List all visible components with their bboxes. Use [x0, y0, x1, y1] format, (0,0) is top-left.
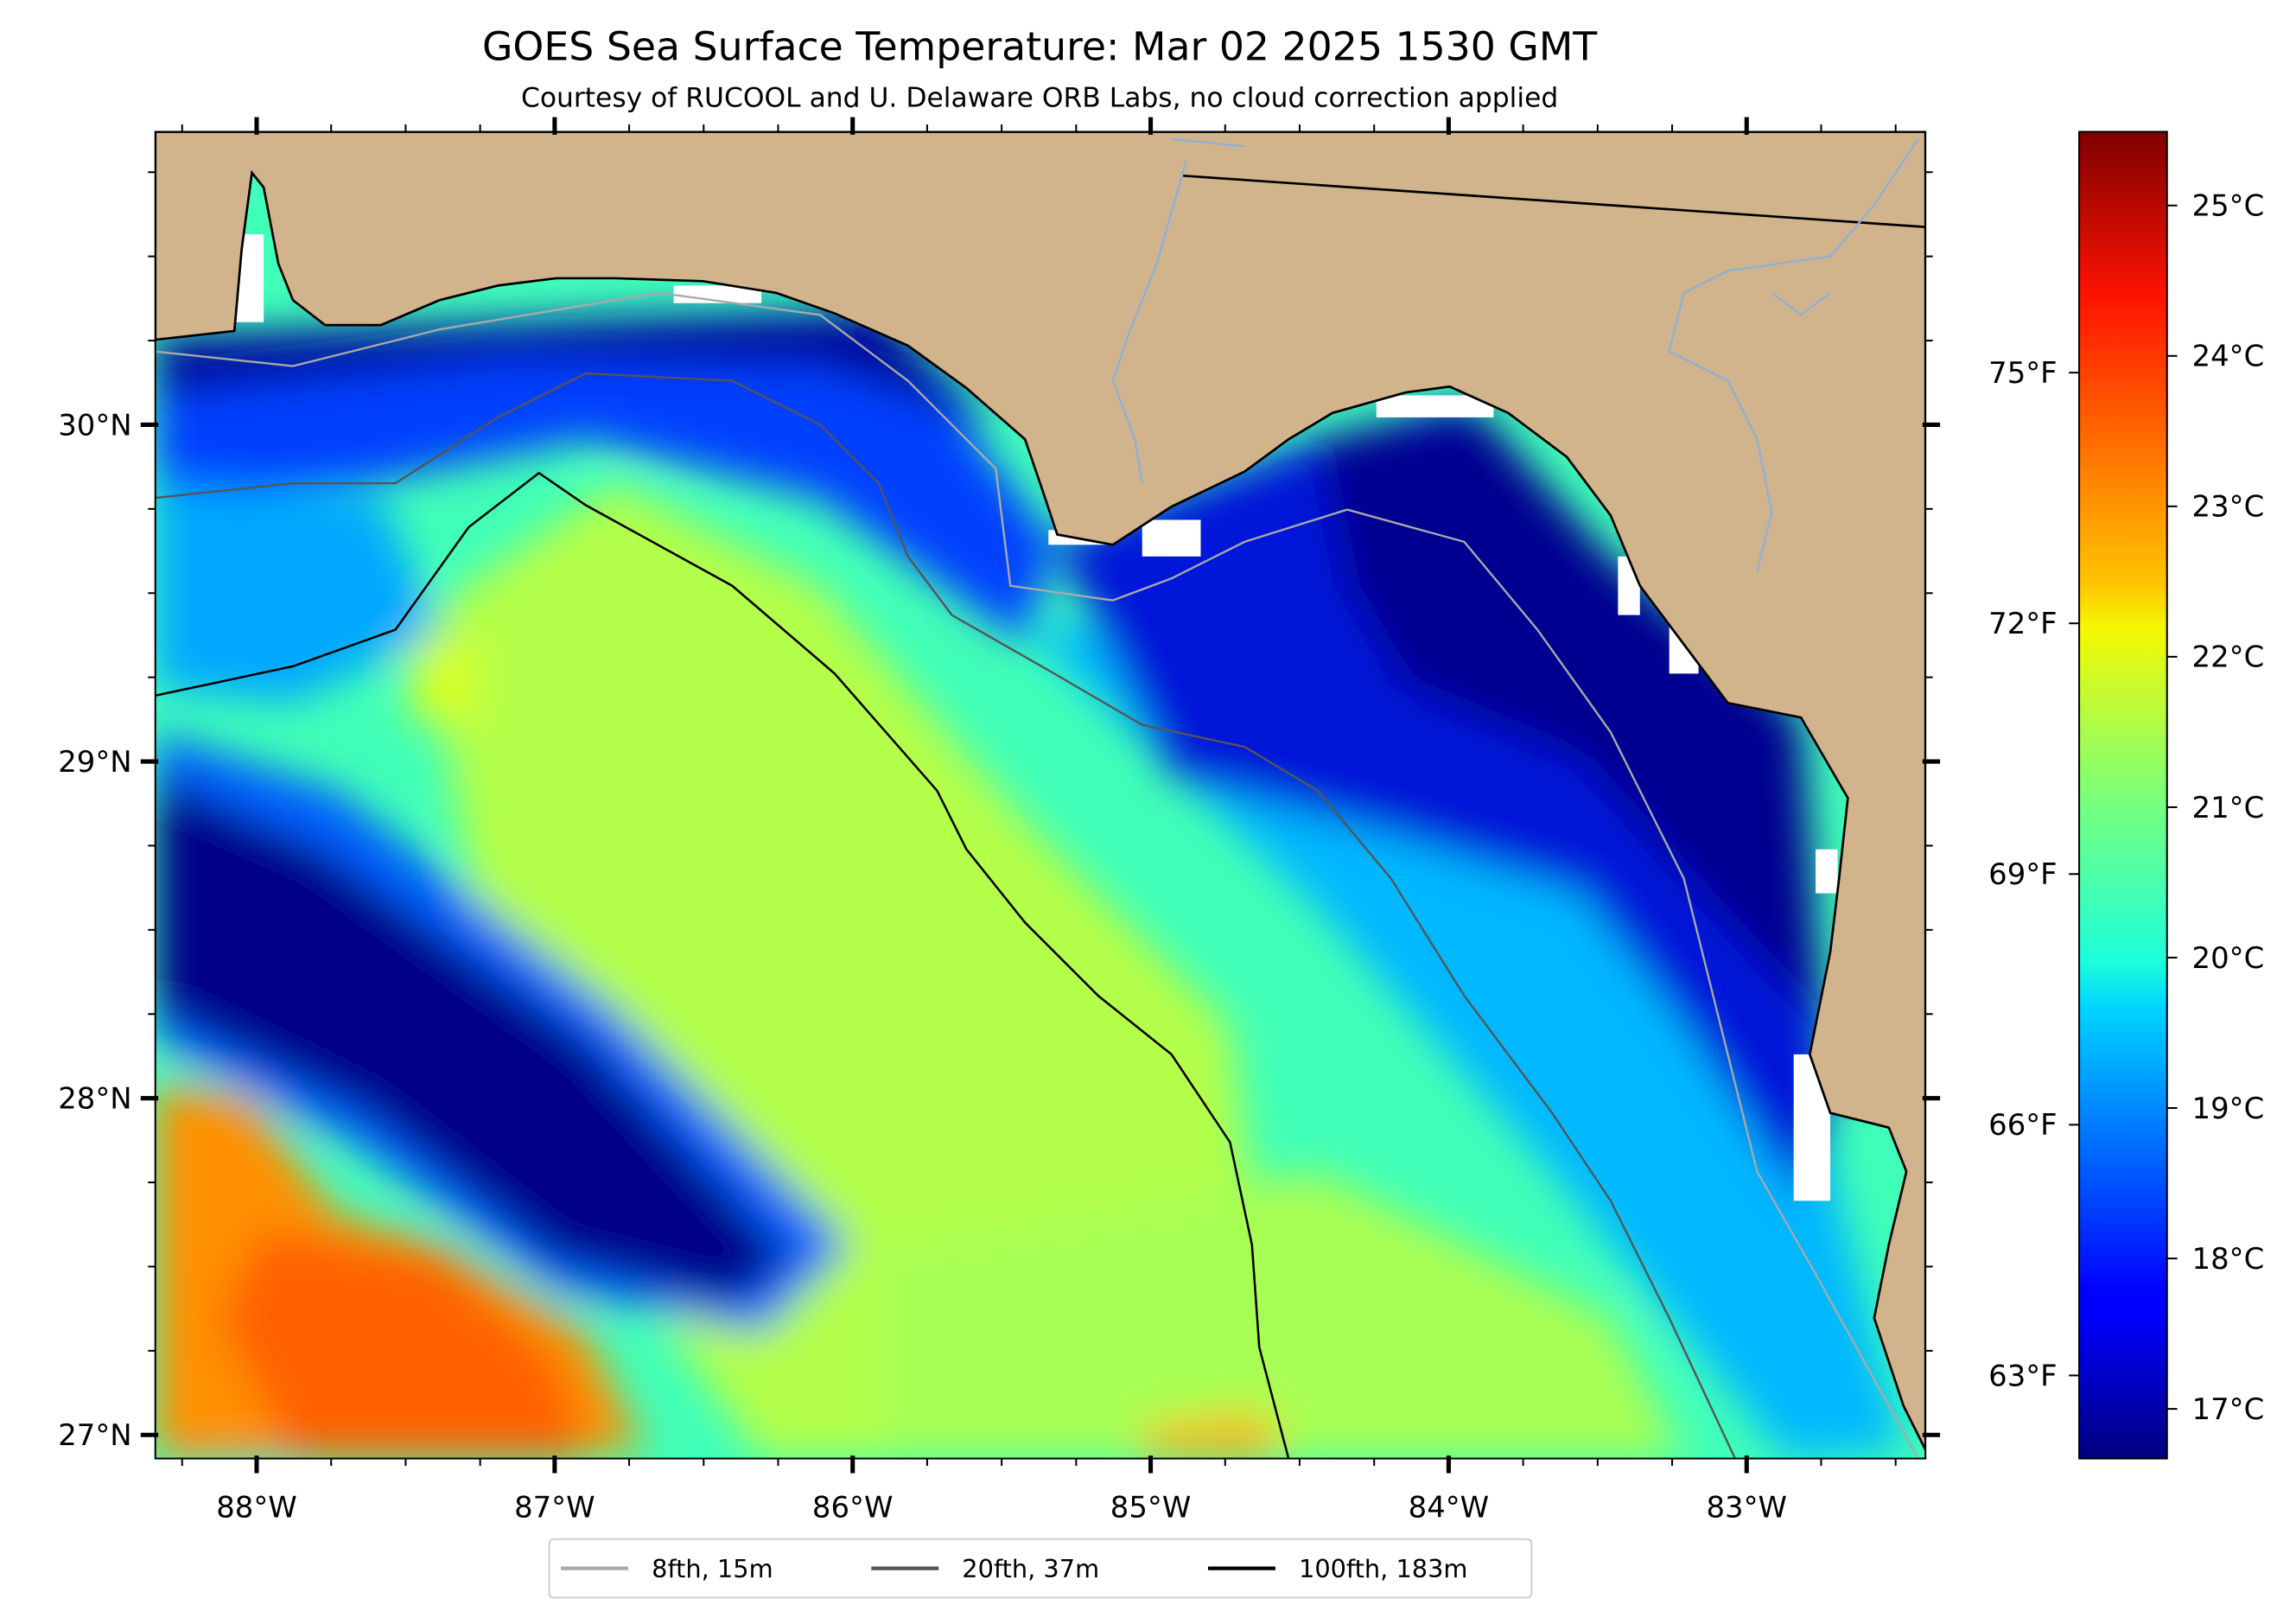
contour-20fth [155, 372, 1736, 1459]
chart-subtitle: Courtesy of RUCOOL and U. Delaware ORB L… [521, 83, 1558, 114]
fahrenheit-tick-label: 69°F [1988, 857, 2057, 891]
land [155, 131, 1926, 1450]
celsius-tick-label: 23°C [2192, 490, 2265, 524]
celsius-tick-label: 25°C [2192, 189, 2265, 223]
celsius-tick-label: 22°C [2192, 640, 2265, 674]
map-axes: 88°W 87°W 86°W 85°W 84°W 83°W 30°N 29°N 28°N 27°N [58, 117, 1941, 1524]
colorbar-gradient [2078, 131, 2168, 1460]
legend-box [548, 1538, 1533, 1599]
contour-100fth [155, 471, 1290, 1459]
celsius-tick-label: 24°C [2192, 340, 2265, 373]
latitude-tick-label: 27°N [58, 1418, 131, 1452]
state-border [1183, 174, 1926, 228]
legend: 8fth, 15m 20fth, 37m 100fth, 183m [548, 1538, 1533, 1599]
map-panel[interactable] [155, 131, 1926, 1459]
fahrenheit-tick-label: 66°F [1988, 1108, 2057, 1142]
longitude-tick-label: 86°W [812, 1490, 894, 1524]
latitude-tick-label: 30°N [58, 408, 131, 442]
celsius-tick-label: 21°C [2192, 791, 2265, 825]
contour-8fth [155, 291, 1919, 1459]
fahrenheit-tick-label: 63°F [1988, 1359, 2057, 1392]
legend-label: 20fth, 37m [962, 1554, 1099, 1583]
rivers [1111, 137, 1919, 572]
colorbar: 17°C 18°C 19°C 20°C 21°C 22°C 23°C 24°C 25°C 63°F… [1988, 131, 2265, 1460]
celsius-tick-label: 17°C [2192, 1392, 2265, 1426]
fahrenheit-tick-label: 72°F [1988, 607, 2057, 640]
legend-label: 8fth, 15m [652, 1554, 773, 1583]
map-frame [154, 131, 1927, 1460]
celsius-tick-label: 20°C [2192, 941, 2265, 975]
latitude-tick-label: 28°N [58, 1082, 131, 1116]
longitude-tick-label: 83°W [1706, 1490, 1787, 1524]
longitude-tick-label: 84°W [1409, 1490, 1490, 1524]
chart-title: GOES Sea Surface Temperature: Mar 02 202… [482, 23, 1598, 69]
latitude-tick-label: 29°N [58, 745, 131, 779]
longitude-tick-label: 87°W [514, 1490, 595, 1524]
longitude-tick-label: 85°W [1110, 1490, 1192, 1524]
celsius-tick-label: 18°C [2192, 1242, 2265, 1276]
fahrenheit-tick-label: 75°F [1988, 356, 2057, 390]
celsius-tick-label: 19°C [2192, 1092, 2265, 1125]
longitude-tick-label: 88°W [216, 1490, 297, 1524]
bathymetry-contours [155, 291, 1919, 1459]
legend-label: 100fth, 183m [1299, 1554, 1467, 1583]
